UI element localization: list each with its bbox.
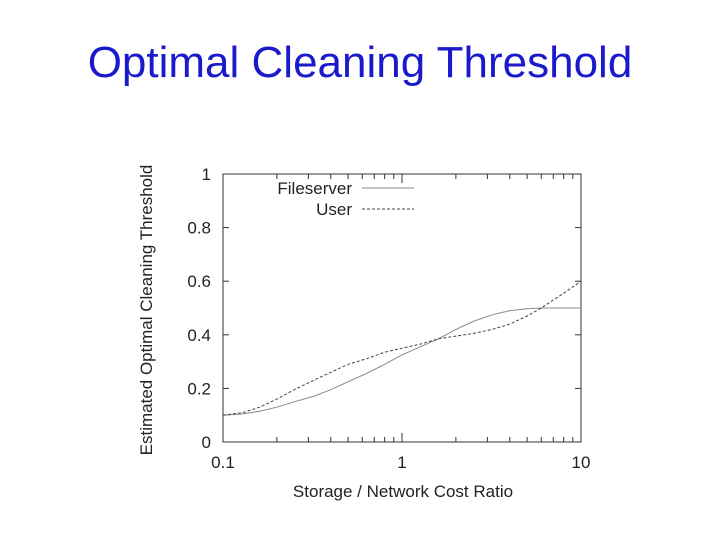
x-tick-label: 10 [572,453,591,472]
plot-frame [222,173,582,443]
series-line-user [222,280,582,416]
plot-area: 0 0.2 0.4 0.6 0.8 1 0.1 1 10 Fileserver User [187,165,590,472]
y-tick-label: 1 [202,165,211,184]
y-tick-label: 0.6 [187,272,211,291]
y-tick-label: 0 [202,433,211,452]
x-axis-label: Storage / Network Cost Ratio [293,482,513,501]
y-axis-label: Estimated Optimal Cleaning Threshold [137,165,156,456]
x-tick-label: 0.1 [211,453,235,472]
slide-title: Optimal Cleaning Threshold [87,38,633,87]
legend-label-fileserver: Fileserver [277,179,352,198]
x-tick-label: 1 [397,453,406,472]
y-tick-label: 0.8 [187,219,211,238]
series-line-fileserver [222,307,581,416]
legend-label-user: User [316,200,352,219]
y-tick-label: 0.2 [187,379,211,398]
y-tick-label: 0.4 [187,326,211,345]
